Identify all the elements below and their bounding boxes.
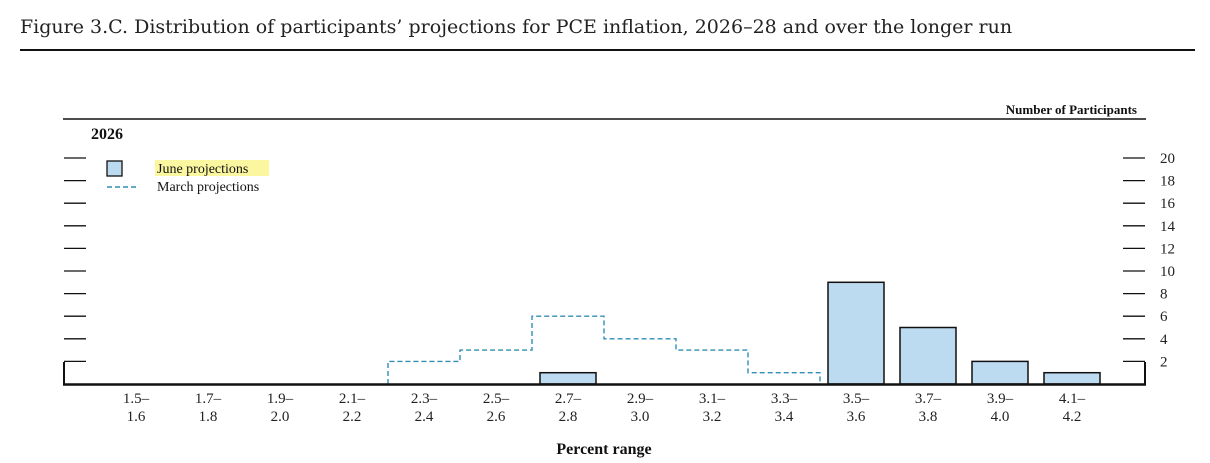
x-tick-label-bottom: 1.6: [127, 409, 146, 425]
march-step-line: [387, 315, 821, 384]
x-tick-label-top: 2.5–: [483, 391, 510, 407]
x-tick-label-top: 1.9–: [267, 391, 294, 407]
right-y-ticks: 2 4 6 8 10 12 14 16 18 20: [1123, 151, 1176, 370]
june-bar-11: [899, 326, 957, 385]
legend-june-label: June projections: [157, 162, 248, 177]
x-axis-title: Percent range: [556, 441, 651, 458]
x-tick-label-top: 2.9–: [627, 391, 654, 407]
x-tick-label-top: 2.3–: [411, 391, 438, 407]
y-tick-label: 14: [1160, 219, 1176, 235]
panel-year-label: 2026: [91, 126, 123, 143]
x-tick-label-top: 3.5–: [843, 391, 870, 407]
x-tick-label-top: 1.7–: [195, 391, 222, 407]
y-tick-label: 4: [1160, 332, 1168, 348]
x-tick-label-top: 3.7–: [915, 391, 942, 407]
y-tick-label: 16: [1160, 196, 1176, 212]
x-tick-label-bottom: 1.8: [199, 409, 218, 425]
x-tick-label-top: 3.3–: [771, 391, 798, 407]
figure-title: Figure 3.C. Distribution of participants…: [20, 16, 1013, 38]
x-tick-labels: 1.5– 1.6 1.7– 1.8 1.9– 2.0 2.1– 2.2 2.3– 2.4 2.5– 2…: [123, 391, 1086, 425]
x-tick-label-top: 4.1–: [1059, 391, 1086, 407]
y-tick-label: 10: [1160, 264, 1175, 280]
y-axis-title: Number of Participants: [1006, 102, 1137, 117]
x-tick-label-bottom: 3.6: [847, 409, 866, 425]
legend-june-swatch: [106, 160, 123, 177]
legend-june-highlight: [155, 160, 269, 176]
y-tick-label: 20: [1160, 151, 1175, 167]
y-tick-label: 8: [1160, 287, 1168, 303]
x-tick-label-bottom: 4.2: [1063, 409, 1082, 425]
y-tick-label: 2: [1160, 354, 1168, 370]
legend: June projections March projections: [106, 160, 269, 195]
june-bars: [539, 281, 1101, 385]
x-tick-label-bottom: 3.0: [631, 409, 650, 425]
june-bar-6: [539, 371, 597, 385]
x-tick-label-bottom: 2.4: [415, 409, 434, 425]
left-y-ticks: [64, 157, 86, 363]
title-rule: [20, 49, 1195, 51]
x-tick-label-top: 2.7–: [555, 391, 582, 407]
x-tick-label-bottom: 4.0: [991, 409, 1010, 425]
x-tick-label-top: 2.1–: [339, 391, 366, 407]
x-tick-label-bottom: 3.4: [775, 409, 794, 425]
y-tick-label: 18: [1160, 174, 1175, 190]
x-tick-label-bottom: 2.6: [487, 409, 506, 425]
x-tick-label-top: 3.1–: [699, 391, 726, 407]
y-tick-label: 12: [1160, 241, 1175, 257]
y-tick-label: 6: [1160, 309, 1168, 325]
x-tick-label-bottom: 2.8: [559, 409, 578, 425]
x-tick-label-bottom: 2.2: [343, 409, 362, 425]
x-tick-label-bottom: 3.8: [919, 409, 938, 425]
june-bar-10: [827, 281, 885, 385]
x-tick-label-top: 3.9–: [987, 391, 1014, 407]
legend-march-label: March projections: [157, 180, 259, 195]
june-bar-13: [1043, 371, 1101, 385]
x-tick-label-bottom: 2.0: [271, 409, 290, 425]
x-tick-label-top: 1.5–: [123, 391, 150, 407]
june-bar-12: [971, 360, 1029, 385]
x-tick-label-bottom: 3.2: [703, 409, 722, 425]
